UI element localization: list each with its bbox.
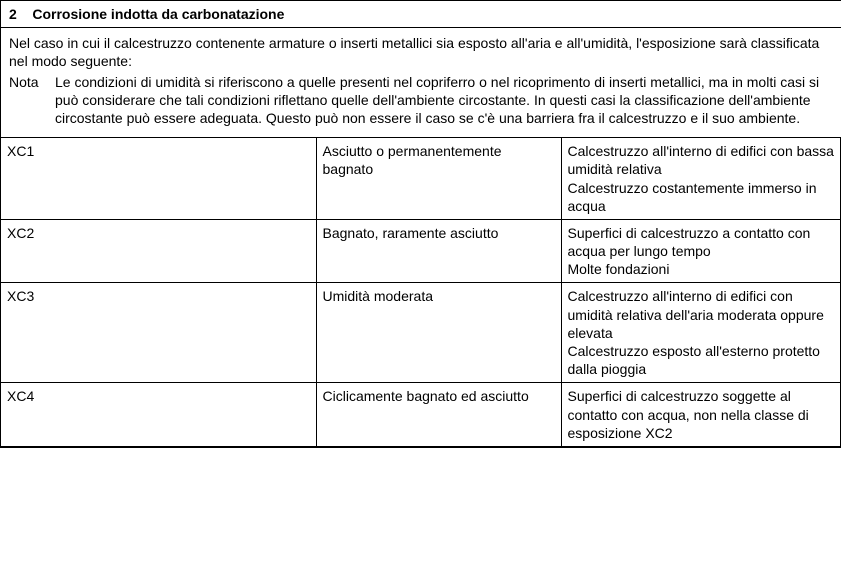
condition-cell: Bagnato, raramente asciutto — [316, 219, 561, 283]
condition-cell: Umidità moderata — [316, 283, 561, 383]
table-row: XC2Bagnato, raramente asciuttoSuperfici … — [1, 219, 841, 283]
intro-main-text: Nel caso in cui il calcestruzzo contenen… — [9, 34, 833, 70]
example-text: Calcestruzzo all'interno di edifici con … — [568, 142, 835, 178]
section-title: Corrosione indotta da carbonatazione — [32, 6, 284, 22]
example-text: Superfici di calcestruzzo soggette al co… — [568, 387, 835, 442]
exposure-code-cell: XC4 — [1, 383, 316, 447]
intro-block: Nel caso in cui il calcestruzzo contenen… — [1, 28, 841, 138]
exposure-classes-section: 2 Corrosione indotta da carbonatazione N… — [0, 0, 841, 448]
nota-label: Nota — [9, 73, 55, 128]
condition-cell: Asciutto o permanentemente bagnato — [316, 138, 561, 219]
examples-cell: Calcestruzzo all'interno di edifici con … — [561, 283, 841, 383]
exposure-code-cell: XC1 — [1, 138, 316, 219]
exposure-code-cell: XC2 — [1, 219, 316, 283]
exposure-table: XC1Asciutto o permanentemente bagnatoCal… — [1, 138, 841, 447]
section-header: 2 Corrosione indotta da carbonatazione — [1, 1, 841, 28]
example-text: Calcestruzzo esposto all'esterno protett… — [568, 342, 835, 378]
nota-text: Le condizioni di umidità si riferiscono … — [55, 73, 833, 128]
example-text: Molte fondazioni — [568, 260, 835, 278]
exposure-code-cell: XC3 — [1, 283, 316, 383]
section-number: 2 — [9, 6, 17, 22]
table-row: XC4Ciclicamente bagnato ed asciuttoSuper… — [1, 383, 841, 447]
examples-cell: Superfici di calcestruzzo a contatto con… — [561, 219, 841, 283]
condition-cell: Ciclicamente bagnato ed asciutto — [316, 383, 561, 447]
table-row: XC1Asciutto o permanentemente bagnatoCal… — [1, 138, 841, 219]
example-text: Superfici di calcestruzzo a contatto con… — [568, 224, 835, 260]
nota-wrap: Nota Le condizioni di umidità si riferis… — [9, 73, 833, 128]
example-text: Calcestruzzo costantemente immerso in ac… — [568, 179, 835, 215]
example-text: Calcestruzzo all'interno di edifici con … — [568, 287, 835, 342]
examples-cell: Calcestruzzo all'interno di edifici con … — [561, 138, 841, 219]
table-row: XC3Umidità moderataCalcestruzzo all'inte… — [1, 283, 841, 383]
examples-cell: Superfici di calcestruzzo soggette al co… — [561, 383, 841, 447]
